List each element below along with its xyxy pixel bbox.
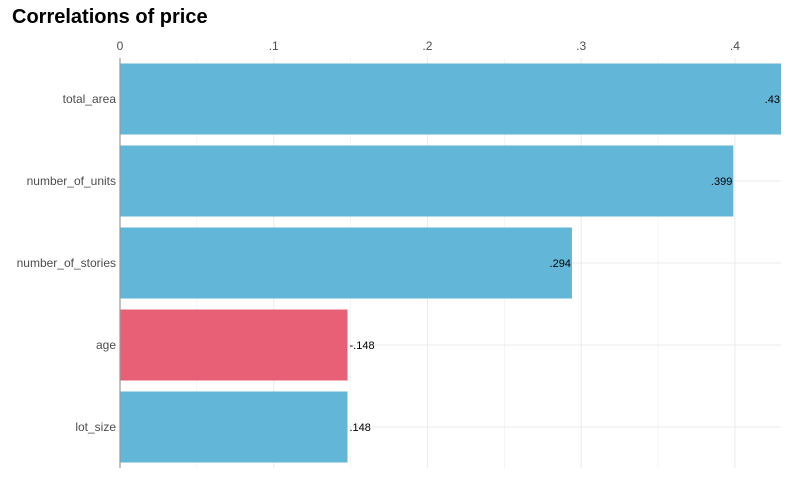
data-label: .148 [350, 422, 371, 434]
category-label: age [96, 338, 116, 352]
data-label: .399 [711, 176, 732, 188]
bar [120, 391, 348, 463]
x-tick-label: .4 [730, 39, 740, 53]
data-label: .43 [765, 94, 780, 106]
category-label: total_area [63, 92, 117, 106]
category-label: lot_size [75, 420, 116, 434]
x-tick-label: .1 [269, 39, 279, 53]
x-tick-label: .2 [422, 39, 432, 53]
bar [120, 63, 781, 135]
category-label: number_of_units [27, 174, 116, 188]
data-label: .294 [550, 258, 571, 270]
bar [120, 145, 734, 217]
bar [120, 309, 348, 381]
category-label: number_of_stories [17, 256, 116, 270]
x-tick-label: 0 [117, 39, 124, 53]
chart-title: Correlations of price [12, 6, 208, 28]
x-tick-label: .3 [576, 39, 586, 53]
data-label: -.148 [350, 340, 375, 352]
bar [120, 227, 572, 299]
